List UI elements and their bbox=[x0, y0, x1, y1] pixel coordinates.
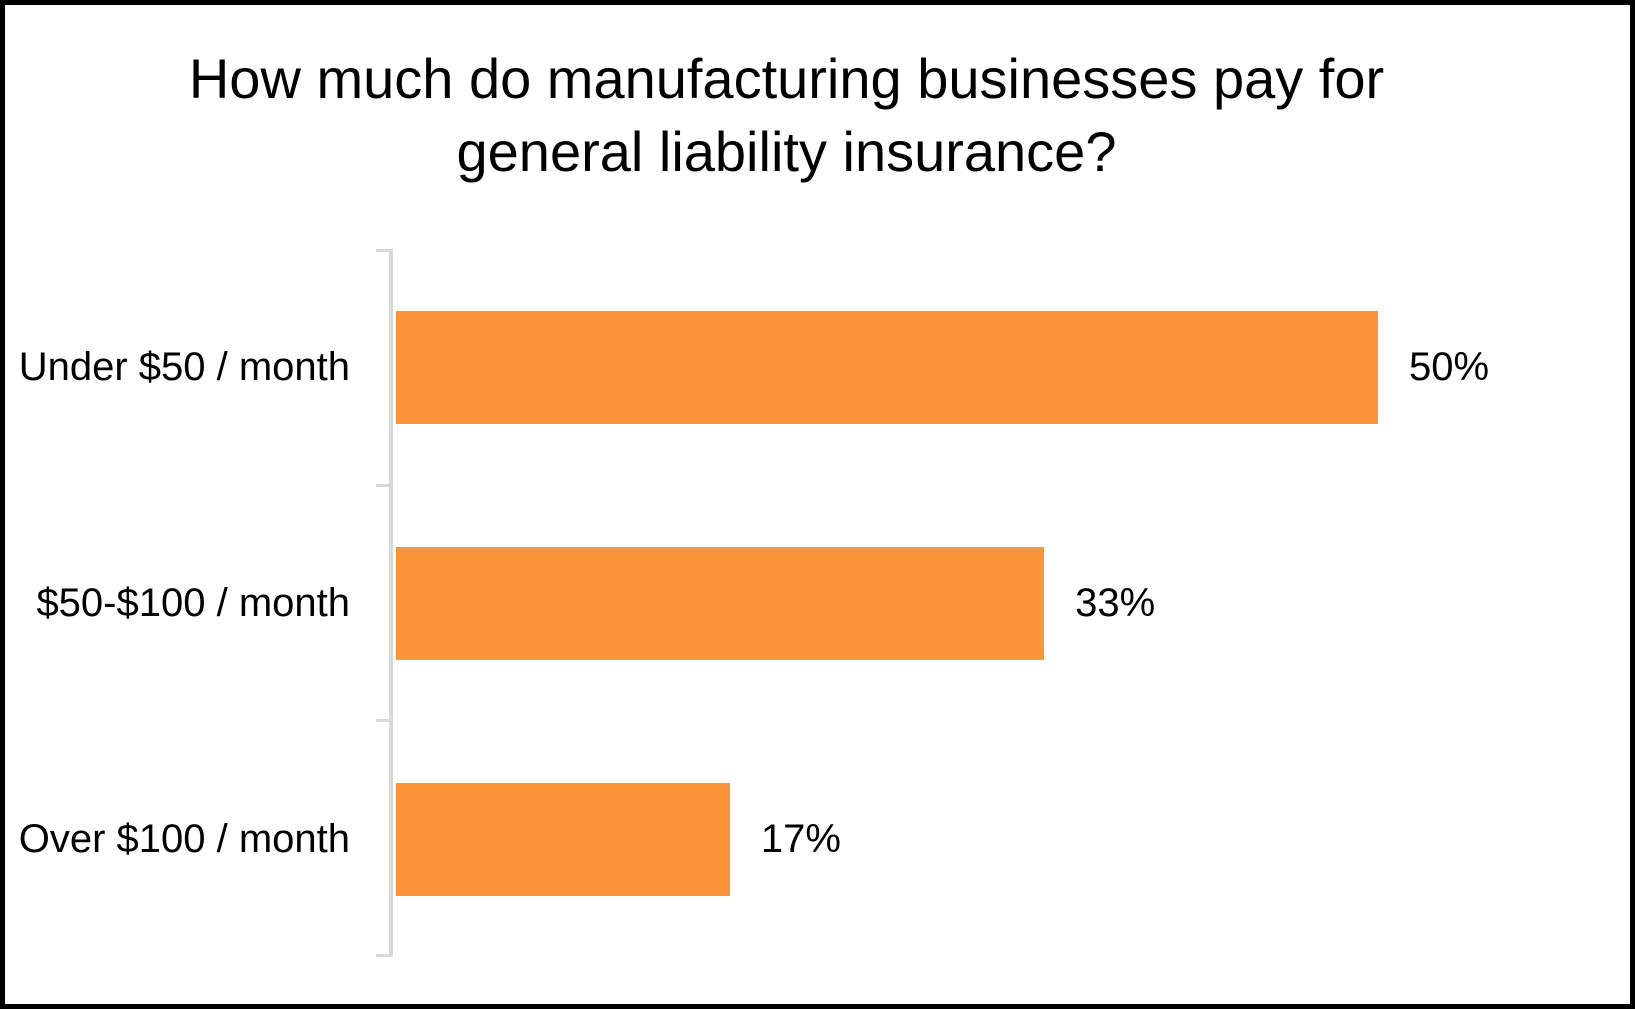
chart-title: How much do manufacturing businesses pay… bbox=[5, 43, 1599, 189]
plot-area: Under $50 / month 50% $50-$100 / month 3… bbox=[5, 249, 1630, 957]
bar-row-over-100: Over $100 / month 17% bbox=[5, 721, 1630, 957]
bar-row-under-50: Under $50 / month 50% bbox=[5, 249, 1630, 485]
value-label-over-100: 17% bbox=[760, 816, 841, 861]
axis-tick bbox=[376, 954, 393, 957]
axis-tick bbox=[376, 719, 393, 722]
y-axis-line bbox=[389, 249, 393, 957]
bar-row-50-100: $50-$100 / month 33% bbox=[5, 485, 1630, 721]
category-label-over-100: Over $100 / month bbox=[18, 816, 350, 861]
bar-zone: 17% bbox=[396, 721, 1630, 957]
value-label-50-100: 33% bbox=[1075, 580, 1156, 625]
chart-title-line-2: general liability insurance? bbox=[456, 119, 1117, 183]
axis-tick bbox=[376, 249, 393, 252]
bar-rows: Under $50 / month 50% $50-$100 / month 3… bbox=[5, 249, 1630, 957]
bar-under-50 bbox=[396, 310, 1378, 424]
category-label-50-100: $50-$100 / month bbox=[36, 580, 350, 625]
value-label-under-50: 50% bbox=[1409, 344, 1490, 389]
bar-50-100 bbox=[396, 546, 1045, 660]
bar-over-100 bbox=[396, 782, 730, 896]
category-label-under-50: Under $50 / month bbox=[18, 344, 350, 389]
axis-tick bbox=[376, 483, 393, 487]
chart-title-line-1: How much do manufacturing businesses pay… bbox=[188, 47, 1385, 110]
bar-zone: 50% bbox=[396, 249, 1630, 485]
bar-zone: 33% bbox=[396, 485, 1630, 721]
